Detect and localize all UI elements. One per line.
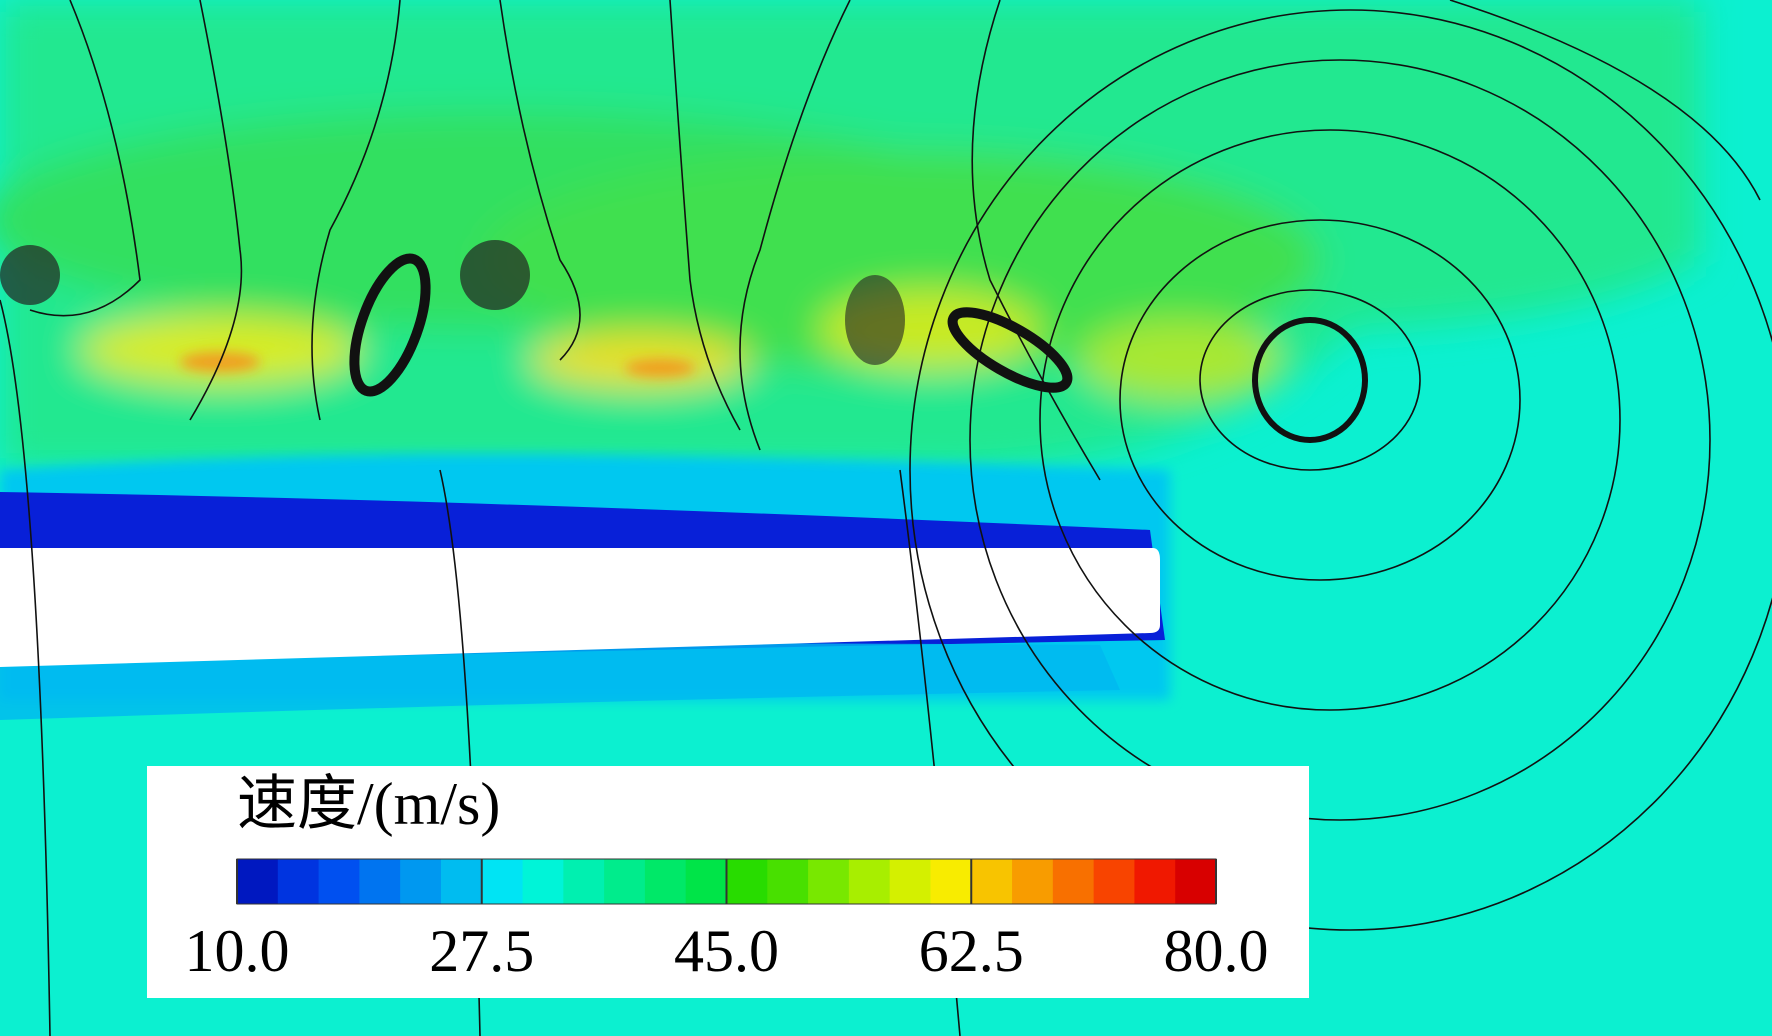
colorbar-segment bbox=[1093, 859, 1135, 904]
colorbar-segment bbox=[767, 859, 809, 904]
tick-label: 62.5 bbox=[919, 918, 1024, 984]
colorbar-segment bbox=[277, 859, 320, 904]
tick-label: 45.0 bbox=[674, 918, 779, 984]
colorbar-segment bbox=[848, 859, 891, 904]
tick-label: 80.0 bbox=[1164, 918, 1269, 984]
colorbar-segment bbox=[889, 859, 931, 904]
colorbar-segment bbox=[318, 859, 360, 904]
colorbar-title: 速度/(m/s) bbox=[237, 771, 500, 837]
colorbar-segment bbox=[971, 859, 1013, 904]
colorbar-segment bbox=[726, 859, 768, 904]
colorbar-segment bbox=[1012, 859, 1054, 904]
colorbar-segment bbox=[440, 859, 483, 904]
colorbar-segment bbox=[359, 859, 401, 904]
colorbar-segment bbox=[1134, 859, 1176, 904]
tick-label: 10.0 bbox=[185, 918, 290, 984]
colorbar-segment bbox=[604, 859, 646, 904]
colorbar-segment bbox=[400, 859, 442, 904]
colorbar-segment bbox=[930, 859, 972, 904]
colorbar-segment bbox=[237, 859, 279, 904]
tick-label: 27.5 bbox=[429, 918, 534, 984]
colorbar-segment bbox=[808, 859, 850, 904]
colorbar-segment bbox=[481, 859, 524, 904]
colorbar-segment bbox=[563, 859, 605, 904]
colorbar-segment bbox=[685, 859, 727, 904]
colorbar-segment bbox=[522, 859, 564, 904]
colorbar-segment bbox=[1175, 859, 1217, 904]
colorbar-segment bbox=[1052, 859, 1095, 904]
colorbar-segment bbox=[644, 859, 687, 904]
